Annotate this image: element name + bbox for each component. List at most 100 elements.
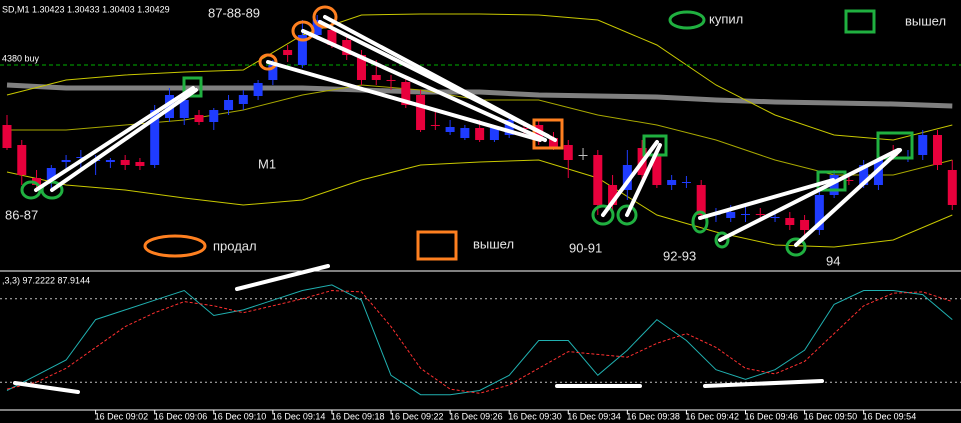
candle-body xyxy=(179,100,189,118)
buy-mark xyxy=(591,204,615,226)
candle-body xyxy=(76,157,86,158)
candle-body xyxy=(327,30,337,45)
candle-body xyxy=(312,20,322,35)
buy-mark xyxy=(616,204,638,226)
candle-body xyxy=(46,168,56,180)
candle-body xyxy=(120,160,130,165)
annotation-shapes xyxy=(20,5,914,261)
exit-mark xyxy=(182,76,203,98)
legend-exit-icon xyxy=(844,9,876,34)
stoch-header: ,3,3) 97.2222 87.9144 xyxy=(2,275,90,285)
price-header: SD,M1 1.30423 1.30433 1.30403 1.30429 xyxy=(2,4,170,14)
trade-line xyxy=(50,88,198,192)
sell-mark xyxy=(312,5,338,29)
sell-mark xyxy=(291,20,315,42)
legend-buy-icon xyxy=(668,10,706,30)
candle-body xyxy=(770,217,780,218)
annotation: M1 xyxy=(258,156,276,171)
candle-body xyxy=(873,160,883,185)
trade-line xyxy=(318,20,550,138)
candle-body xyxy=(563,145,573,160)
candle-body xyxy=(608,185,618,205)
exit-mark xyxy=(816,170,847,192)
plot-layer: 4380 buy 16 Dec 09:02 16 Dec 09:06 16 Dec 0… xyxy=(0,13,961,421)
candle-body xyxy=(918,135,928,155)
legend-label: вышел xyxy=(905,13,946,28)
candle-body xyxy=(504,120,514,135)
candle-body xyxy=(859,165,869,185)
buy-mark xyxy=(40,180,64,200)
x-tick-label: 16 Dec 09:14 xyxy=(272,411,326,421)
annotation: 94 xyxy=(826,253,840,268)
candle-body xyxy=(253,83,263,96)
trade-line xyxy=(266,60,542,142)
order-label: 4380 buy xyxy=(2,53,40,63)
x-tick-label: 16 Dec 09:02 xyxy=(95,411,149,421)
candle-body xyxy=(356,55,366,80)
candle-body xyxy=(593,155,603,205)
candle-body xyxy=(61,160,71,162)
buy-mark xyxy=(691,210,709,234)
sell-mark xyxy=(258,53,278,71)
candle-body xyxy=(622,165,632,190)
candle-body xyxy=(224,100,234,110)
legend-label: продал xyxy=(213,238,257,253)
candle-body xyxy=(268,65,278,80)
annotation: 86-87 xyxy=(5,207,38,222)
candle-body xyxy=(578,155,588,156)
candle-body xyxy=(489,128,499,140)
candle-body xyxy=(844,180,854,181)
candle-body xyxy=(460,128,470,138)
candle-body xyxy=(667,180,677,185)
candle-body xyxy=(283,50,293,55)
x-tick-label: 16 Dec 09:34 xyxy=(567,411,621,421)
stoch-line xyxy=(703,379,824,388)
exit-mark xyxy=(876,131,914,160)
x-tick-label: 16 Dec 09:38 xyxy=(626,411,680,421)
candle-body xyxy=(371,75,381,80)
trade-line xyxy=(698,178,835,220)
annotation: 92-93 xyxy=(663,248,696,263)
candle-body xyxy=(696,185,706,215)
candle-body xyxy=(194,115,204,122)
candle-body xyxy=(416,95,426,130)
stoch-line xyxy=(13,381,80,394)
trade-line xyxy=(601,140,659,217)
candle-body xyxy=(681,182,691,183)
candle-body xyxy=(386,80,396,81)
candle-body xyxy=(297,35,307,65)
candle-body xyxy=(105,160,115,162)
candle-body xyxy=(445,127,455,132)
annotation: 90-91 xyxy=(569,240,602,255)
candle-body xyxy=(401,82,411,105)
candle-body xyxy=(32,178,42,185)
candle-body xyxy=(2,125,12,148)
candle-body xyxy=(209,110,219,122)
trade-line xyxy=(794,148,902,247)
candle-body xyxy=(548,138,558,148)
candle-body xyxy=(17,145,27,175)
x-tick-label: 16 Dec 09:42 xyxy=(685,411,739,421)
candle-body xyxy=(652,155,662,185)
x-tick-label: 16 Dec 09:46 xyxy=(745,411,799,421)
buy-mark xyxy=(20,180,42,200)
x-tick-label: 16 Dec 09:18 xyxy=(331,411,385,421)
candle-body xyxy=(135,162,145,166)
legend-label: вышел xyxy=(473,236,514,251)
candle-body xyxy=(238,95,248,104)
legend-sell-icon xyxy=(143,234,207,258)
candle-body xyxy=(800,220,810,230)
candle-body xyxy=(475,128,485,140)
stochastic-line xyxy=(6,289,953,394)
x-tick-label: 16 Dec 09:26 xyxy=(449,411,503,421)
candle-body xyxy=(785,218,795,225)
candle-body xyxy=(814,195,824,230)
candle-body xyxy=(933,135,943,165)
candle-body xyxy=(342,40,352,55)
trade-line xyxy=(34,86,195,192)
x-tick-label: 16 Dec 09:50 xyxy=(804,411,858,421)
x-tick-label: 16 Dec 09:30 xyxy=(508,411,562,421)
trade-line xyxy=(625,143,662,217)
stochastic-line xyxy=(6,284,953,396)
